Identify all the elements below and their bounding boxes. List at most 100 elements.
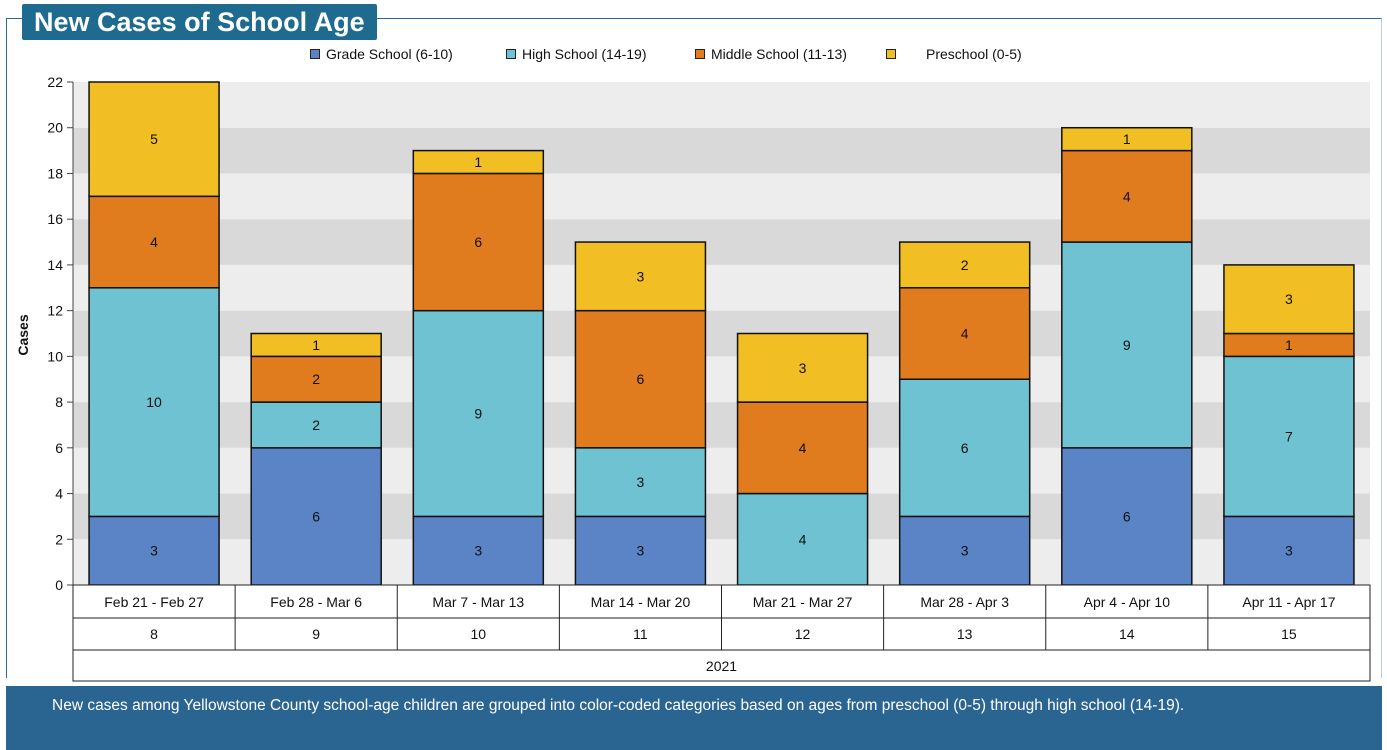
- x-category-label: Feb 21 - Feb 27: [104, 594, 204, 610]
- bar-segment: [250, 447, 382, 586]
- y-tick-label: 22: [47, 74, 63, 90]
- chart-title: New Cases of School Age: [22, 4, 377, 40]
- bar-segment: [574, 447, 707, 518]
- bar-value-label: 5: [150, 131, 158, 147]
- legend-label: Middle School (11-13): [711, 46, 847, 62]
- x-year-label: 2021: [706, 658, 737, 674]
- bar-value-label: 6: [1123, 508, 1131, 524]
- legend-item-middle-school: Middle School (11-13): [695, 46, 847, 62]
- bar-value-label: 6: [961, 440, 969, 456]
- bar-segment: [574, 515, 707, 586]
- x-week-label: 14: [1119, 626, 1135, 642]
- bar-segment: [1061, 447, 1193, 586]
- footer-description: New cases among Yellowstone County schoo…: [52, 697, 1185, 714]
- bar-value-label: 1: [1123, 131, 1131, 147]
- bar-value-label: 4: [799, 531, 807, 547]
- legend-label: Preschool (0-5): [926, 46, 1022, 62]
- bar-segment: [412, 172, 545, 312]
- bar-segment: [898, 241, 1031, 289]
- x-week-label: 11: [633, 626, 648, 642]
- bar-value-label: 4: [150, 234, 158, 250]
- bar-value-label: 3: [637, 268, 645, 284]
- bar-segment: [736, 401, 869, 495]
- x-category-label: Mar 14 - Mar 20: [591, 594, 691, 610]
- x-week-label: 8: [150, 626, 158, 642]
- legend-swatch: [310, 49, 320, 59]
- legend-swatch: [506, 49, 516, 59]
- legend-swatch: [695, 49, 705, 59]
- footer-note: New cases among Yellowstone County schoo…: [6, 686, 1382, 750]
- legend-item-grade-school: Grade School (6-10): [310, 46, 453, 62]
- y-tick-label: 4: [55, 486, 63, 502]
- bar-segment: [412, 149, 545, 175]
- legend-item-high-school: High School (14-19): [506, 46, 647, 62]
- bar-value-label: 9: [474, 406, 482, 422]
- bar-value-label: 3: [1285, 291, 1293, 307]
- bar-segment: [250, 332, 382, 358]
- bar-value-label: 3: [474, 543, 482, 559]
- bar-value-label: 4: [799, 440, 807, 456]
- bar-value-label: 1: [474, 154, 482, 170]
- x-category-label: Apr 4 - Apr 10: [1084, 594, 1171, 610]
- bar-segment: [736, 332, 869, 403]
- bar-segment: [250, 355, 382, 403]
- bar-value-label: 10: [146, 394, 162, 410]
- bar-segment: [88, 81, 220, 198]
- x-category-label: Feb 28 - Mar 6: [270, 594, 362, 610]
- y-tick-label: 8: [55, 394, 63, 410]
- bar-value-label: 4: [961, 326, 969, 342]
- chart-frame: [6, 18, 1382, 678]
- y-tick-label: 0: [55, 577, 63, 593]
- bar-value-label: 2: [312, 371, 320, 387]
- bar-value-label: 3: [1285, 543, 1293, 559]
- bar-value-label: 1: [1285, 337, 1293, 353]
- bar-segment: [1061, 126, 1193, 152]
- legend-item-preschool: Preschool (0-5): [886, 46, 1022, 62]
- bar-segment: [412, 309, 545, 518]
- bar-value-label: 3: [637, 543, 645, 559]
- bar-segment: [1223, 355, 1355, 518]
- bar-segment: [1061, 149, 1193, 243]
- bar-segment: [898, 378, 1031, 518]
- legend: Grade School (6-10) High School (14-19) …: [0, 46, 1387, 66]
- y-tick-label: 6: [55, 440, 63, 456]
- bar-value-label: 6: [637, 371, 645, 387]
- bar-value-label: 3: [961, 543, 969, 559]
- plot-band: [73, 82, 1370, 128]
- bar-segment: [88, 287, 220, 518]
- y-tick-label: 2: [55, 531, 63, 547]
- y-tick-label: 10: [47, 348, 63, 364]
- y-tick-label: 20: [47, 120, 63, 136]
- x-category-label: Mar 28 - Apr 3: [920, 594, 1009, 610]
- stacked-bar-chart: 0246810121416182022Cases3104562213961336…: [15, 74, 1371, 682]
- bar-value-label: 6: [312, 508, 320, 524]
- y-tick-label: 14: [47, 257, 63, 273]
- bar-segment: [898, 287, 1031, 380]
- x-category-label: Apr 11 - Apr 17: [1242, 594, 1335, 610]
- bar-value-label: 9: [1123, 337, 1131, 353]
- bar-value-label: 4: [1123, 188, 1131, 204]
- legend-swatch: [886, 49, 896, 59]
- bar-segment: [88, 195, 220, 289]
- bar-value-label: 2: [312, 417, 320, 433]
- bar-segment: [88, 515, 220, 586]
- bar-segment: [574, 309, 707, 449]
- x-week-label: 10: [471, 626, 487, 642]
- bar-value-label: 2: [961, 257, 969, 273]
- x-week-label: 12: [795, 626, 811, 642]
- y-tick-label: 16: [47, 211, 63, 227]
- bar-segment: [574, 241, 707, 312]
- bar-value-label: 3: [637, 474, 645, 490]
- legend-label: High School (14-19): [522, 46, 647, 62]
- x-category-label: Mar 21 - Mar 27: [753, 594, 853, 610]
- y-tick-label: 18: [47, 165, 63, 181]
- y-tick-label: 12: [47, 303, 63, 319]
- x-week-label: 13: [957, 626, 973, 642]
- bar-value-label: 3: [150, 543, 158, 559]
- bar-segment: [1223, 264, 1355, 335]
- x-week-label: 15: [1281, 626, 1297, 642]
- legend-label: Grade School (6-10): [326, 46, 453, 62]
- bar-value-label: 1: [312, 337, 320, 353]
- x-week-label: 9: [312, 626, 320, 642]
- bar-value-label: 6: [474, 234, 482, 250]
